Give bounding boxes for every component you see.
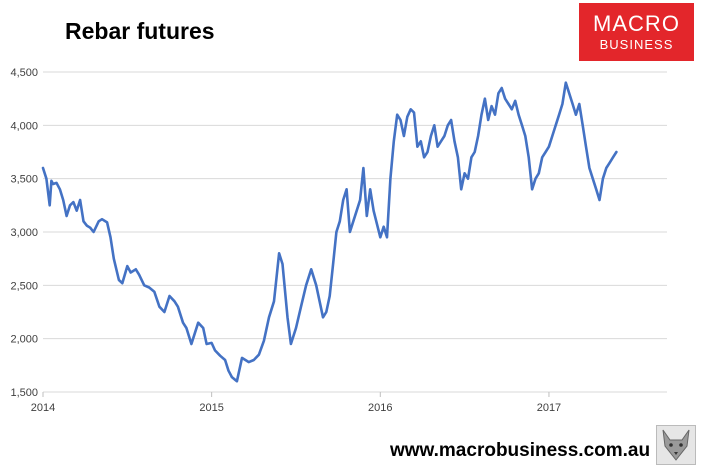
logo-line-2: BUSINESS (599, 37, 674, 52)
y-tick-label: 3,500 (10, 174, 38, 186)
y-tick-label: 1,500 (10, 387, 38, 399)
x-tick-label: 2016 (368, 402, 392, 414)
x-tick-label: 2015 (199, 402, 223, 414)
x-tick-label: 2014 (31, 402, 55, 414)
macrobusiness-logo: MACRO BUSINESS (579, 3, 694, 61)
series-line-0 (41, 81, 618, 383)
y-tick-label: 4,500 (10, 67, 38, 79)
y-tick-label: 3,000 (10, 227, 38, 239)
y-tick-label: 2,000 (10, 334, 38, 346)
logo-line-1: MACRO (593, 11, 680, 36)
y-tick-label: 4,000 (10, 120, 38, 132)
source-url: www.macrobusiness.com.au (390, 440, 651, 461)
chart-title: Rebar futures (65, 18, 215, 44)
y-tick-label: 2,500 (10, 280, 38, 292)
x-tick-label: 2017 (537, 402, 561, 414)
wolf-logo-icon (656, 425, 696, 465)
